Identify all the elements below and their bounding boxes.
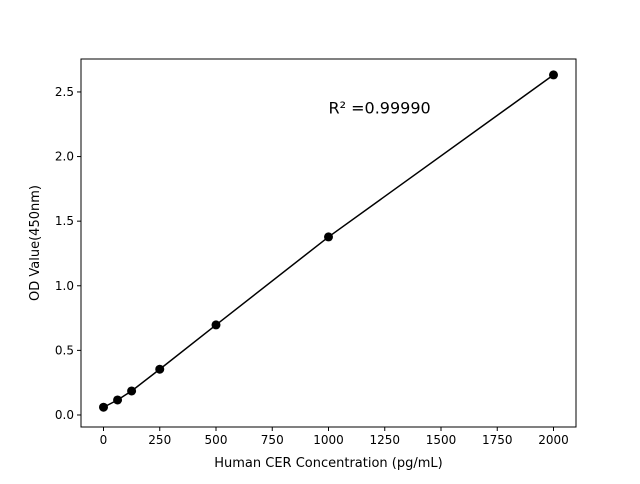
x-tick-label: 1000 [313,433,344,447]
y-tick-label: 2.0 [55,150,74,164]
data-point [127,386,137,396]
y-axis-label: OD Value(450nm) [28,185,43,301]
data-point [155,364,165,374]
x-tick-label: 750 [261,433,284,447]
x-tick-label: 2000 [538,433,569,447]
data-point [113,395,123,405]
data-point [549,70,558,80]
y-tick-label: 1.0 [55,279,74,293]
x-tick-label: 1250 [369,433,400,447]
y-tick-label: 0.5 [55,343,74,357]
data-point [99,402,108,412]
x-axis-label: Human CER Concentration (pg/mL) [214,456,443,471]
y-tick-label: 2.5 [55,85,74,99]
data-point [211,320,221,330]
x-tick-label: 1500 [426,433,457,447]
y-tick-label: 1.5 [55,214,74,228]
x-tick-label: 500 [205,433,228,447]
data-point [324,232,333,242]
x-tick-label: 0 [100,433,108,447]
r-squared-annotation: R² =0.99990 [329,98,431,117]
x-tick-label: 1750 [482,433,513,447]
x-tick-label: 250 [148,433,171,447]
y-tick-label: 0.0 [55,408,74,422]
